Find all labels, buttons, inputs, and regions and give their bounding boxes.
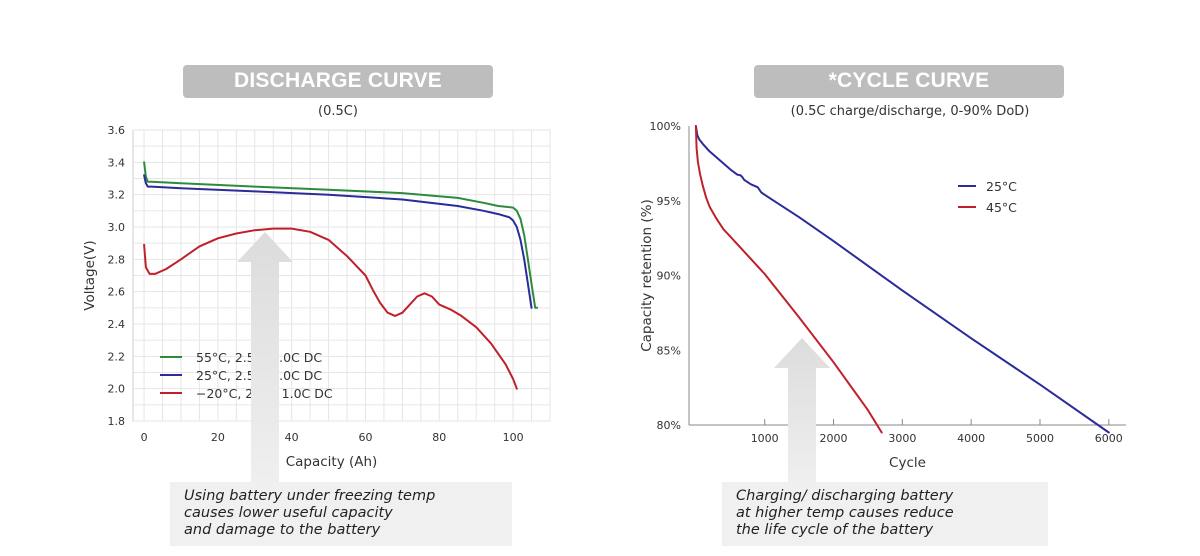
discharge-callout-line-1: Using battery under freezing temp (184, 488, 436, 504)
y-tick-label: 2.8 (108, 253, 126, 266)
cycle-callout-line-2: at higher temp causes reduce (736, 505, 954, 521)
cycle-callout-line-3: the life cycle of the battery (736, 522, 934, 538)
x-tick-label: 0 (141, 431, 148, 444)
series-line (694, 125, 1110, 434)
x-tick-label: 5000 (1026, 432, 1054, 445)
discharge-curve-subtitle: (0.5C) (318, 104, 358, 119)
cycle-curve-chart: 1000 2000 3000 4000 5000 6000 80% 85% 90% 95% 100%… (639, 120, 1126, 482)
discharge-callout-line-3: and damage to the battery (184, 522, 381, 538)
x-tick-label: 1000 (751, 432, 779, 445)
y-tick-label: 90% (657, 270, 681, 283)
series-line (143, 227, 518, 390)
series-line (143, 174, 533, 309)
series-line (143, 161, 539, 309)
y-tick-label: 95% (657, 195, 681, 208)
cycle-callout-line-1: Charging/ discharging battery (736, 488, 954, 504)
x-tick-label: 80 (432, 431, 446, 444)
x-tick-label: 20 (211, 431, 225, 444)
y-tick-label: 80% (657, 419, 681, 432)
x-tick-label: 4000 (957, 432, 985, 445)
legend-label: 25°C (986, 179, 1017, 194)
y-tick-label: 3.0 (108, 221, 126, 234)
y-tick-label: 1.8 (108, 415, 126, 428)
y-axis-label: Voltage(V) (82, 240, 98, 310)
legend-label: 45°C (986, 200, 1017, 215)
up-arrow-icon (237, 232, 293, 482)
cycle-callout: Charging/ discharging battery at higher … (722, 482, 1048, 546)
y-tick-label: 2.4 (108, 318, 126, 331)
cycle-curve-title: *CYCLE CURVE (754, 65, 1064, 98)
x-tick-label: 60 (358, 431, 372, 444)
up-arrow-icon (774, 338, 830, 482)
y-tick-label: 2.0 (108, 383, 126, 396)
y-tick-label: 100% (650, 120, 681, 133)
discharge-curve-title: DISCHARGE CURVE (183, 65, 493, 98)
discharge-callout: Using battery under freezing temp causes… (170, 482, 512, 546)
x-tick-label: 6000 (1095, 432, 1123, 445)
discharge-callout-line-2: causes lower useful capacity (184, 505, 393, 521)
x-tick-label: 40 (285, 431, 299, 444)
cycle-curve-subtitle: (0.5C charge/discharge, 0-90% DoD) (790, 104, 1030, 119)
y-tick-label: 3.6 (108, 124, 126, 137)
discharge-curve-chart: 0 20 40 60 80 100 1.8 2.0 2.2 2.4 2.6 2.8 3.0 3.2 3.4 3… (82, 124, 551, 482)
y-axis-label: Capacity retention (%) (639, 199, 655, 352)
y-tick-label: 85% (657, 344, 681, 357)
x-axis-label: Capacity (Ah) (286, 454, 378, 470)
x-tick-label: 2000 (820, 432, 848, 445)
y-tick-label: 3.2 (108, 189, 126, 202)
x-tick-label: 100 (503, 431, 524, 444)
y-tick-label: 2.6 (108, 286, 126, 299)
y-tick-label: 3.4 (108, 156, 126, 169)
x-axis-label: Cycle (889, 455, 926, 471)
x-tick-label: 3000 (888, 432, 916, 445)
y-tick-label: 2.2 (108, 350, 126, 363)
series-line (694, 125, 883, 434)
